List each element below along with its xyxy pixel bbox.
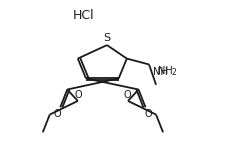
Text: O: O (54, 109, 61, 119)
Text: S: S (103, 33, 110, 43)
Text: O: O (124, 90, 131, 100)
Text: NH: NH (158, 66, 173, 76)
Text: HCl: HCl (73, 9, 94, 22)
Text: 2: 2 (172, 68, 177, 77)
Text: O: O (74, 90, 82, 100)
Text: O: O (145, 109, 152, 119)
Text: NH: NH (153, 67, 168, 77)
